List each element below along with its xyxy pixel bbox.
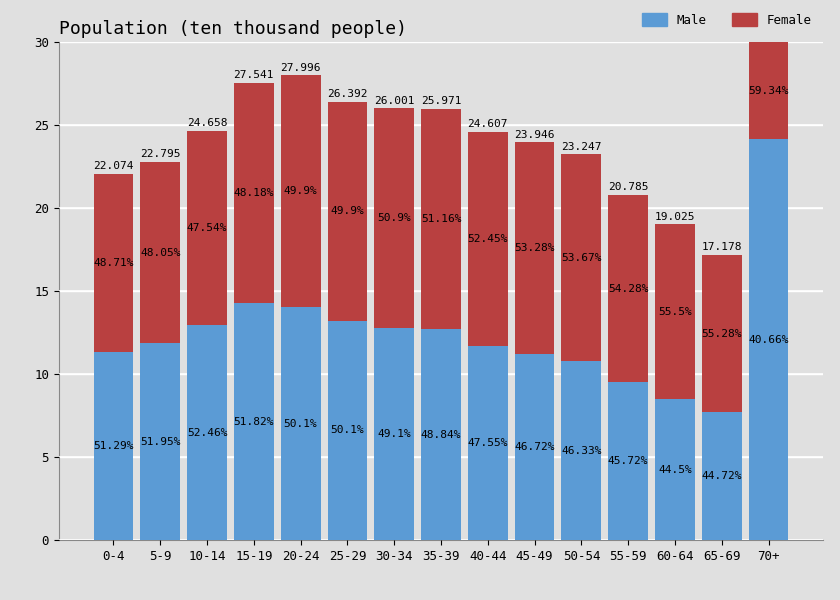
Text: 54.28%: 54.28% [608,284,648,293]
Text: Population (ten thousand people): Population (ten thousand people) [59,20,407,38]
Bar [515,354,554,540]
Text: 48.71%: 48.71% [93,258,134,268]
Text: 24.658: 24.658 [186,118,228,128]
Bar [748,139,789,540]
Text: 19.025: 19.025 [654,212,696,221]
Bar [375,109,414,328]
Bar [328,320,367,540]
Legend: Male, Female: Male, Female [637,8,817,32]
Bar [608,382,648,540]
Bar [234,83,274,303]
Text: 51.82%: 51.82% [234,416,274,427]
Bar [468,346,507,540]
Text: 48.84%: 48.84% [421,430,461,440]
Text: 45.72%: 45.72% [608,456,648,466]
Text: 27.541: 27.541 [234,70,274,80]
Bar [93,173,134,352]
Text: 17.178: 17.178 [701,242,742,253]
Bar [421,109,461,329]
Text: 55.5%: 55.5% [658,307,692,317]
Text: 50.1%: 50.1% [330,425,365,435]
Bar [561,361,601,540]
Bar [281,307,321,540]
Text: 49.9%: 49.9% [330,206,365,216]
Text: 51.29%: 51.29% [93,441,134,451]
Bar [140,161,180,343]
Text: 49.9%: 49.9% [284,186,318,196]
Text: 48.05%: 48.05% [140,248,181,257]
Text: 44.5%: 44.5% [658,465,692,475]
Bar [515,142,554,354]
Text: 22.795: 22.795 [140,149,181,159]
Text: 55.28%: 55.28% [701,329,742,338]
Text: 46.33%: 46.33% [561,446,601,455]
Text: 27.996: 27.996 [281,63,321,73]
Text: 50.1%: 50.1% [284,419,318,428]
Text: 23.946: 23.946 [514,130,555,140]
Text: 47.55%: 47.55% [468,438,508,448]
Bar [655,224,695,400]
Text: 48.18%: 48.18% [234,188,274,198]
Bar [702,412,742,540]
Bar [421,329,461,540]
Text: 22.074: 22.074 [93,161,134,171]
Bar [234,303,274,540]
Text: 25.971: 25.971 [421,97,461,106]
Bar [468,131,507,346]
Text: 47.54%: 47.54% [186,223,228,233]
Text: 23.247: 23.247 [561,142,601,152]
Text: 46.72%: 46.72% [514,442,555,452]
Bar [375,328,414,540]
Text: 40.66%: 40.66% [748,335,789,345]
Text: 52.46%: 52.46% [186,428,228,437]
Text: 51.95%: 51.95% [140,437,181,447]
Text: 49.1%: 49.1% [377,429,411,439]
Text: 26.392: 26.392 [327,89,368,100]
Text: 53.28%: 53.28% [514,244,555,253]
Bar [187,131,227,325]
Text: 52.45%: 52.45% [468,233,508,244]
Text: 51.16%: 51.16% [421,214,461,224]
Text: 50.9%: 50.9% [377,213,411,223]
Bar [655,400,695,540]
Text: 20.785: 20.785 [608,182,648,193]
Text: 44.72%: 44.72% [701,471,742,481]
Bar [702,255,742,412]
Bar [187,325,227,540]
Text: 53.67%: 53.67% [561,253,601,263]
Bar [561,154,601,361]
Bar [748,0,789,139]
Bar [281,75,321,307]
Text: 59.34%: 59.34% [748,86,789,96]
Bar [140,343,180,540]
Text: 24.607: 24.607 [468,119,508,129]
Text: 26.001: 26.001 [374,96,414,106]
Bar [93,352,134,540]
Bar [608,195,648,382]
Bar [328,102,367,320]
